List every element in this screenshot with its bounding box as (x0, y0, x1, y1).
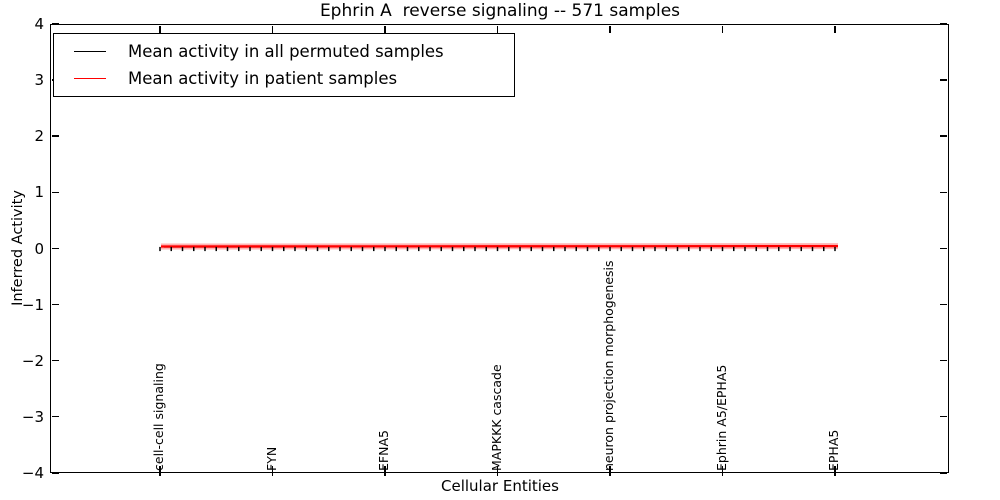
legend-entry-patient: Mean activity in patient samples (54, 65, 397, 91)
y-tick-label: −4 (21, 464, 44, 482)
x-tick-label: EFNA5 (376, 430, 391, 471)
legend-label-permuted: Mean activity in all permuted samples (128, 41, 444, 61)
y-tick-left (52, 23, 59, 25)
legend-line-red-icon (74, 77, 106, 79)
y-tick-label: −2 (21, 351, 44, 370)
x-tick-bottom (609, 466, 611, 476)
x-tick-top (721, 26, 724, 33)
x-tick-top (834, 26, 836, 33)
x-tick-bottom (834, 466, 836, 476)
x-tick-label: EPHA5 (826, 429, 841, 471)
y-tick-left (52, 303, 59, 306)
y-tick-label: −1 (21, 295, 44, 314)
y-tick-right (940, 79, 947, 81)
x-tick-label: neuron projection morphogenesis (601, 260, 616, 471)
x-tick-bottom (384, 466, 386, 476)
x-tick-label: MAPKKK cascade (488, 364, 504, 471)
x-tick-label: cell-cell signaling (151, 363, 166, 471)
x-tick-top (384, 26, 386, 33)
y-tick-left (52, 359, 59, 362)
x-tick-top (609, 26, 611, 33)
plot-area (50, 24, 949, 473)
x-tick-top (271, 26, 274, 33)
legend-entry-permuted: Mean activity in all permuted samples (54, 38, 444, 64)
y-tick-right (940, 23, 947, 25)
y-tick-label: −3 (21, 407, 44, 426)
x-axis-label: Cellular Entities (441, 477, 559, 495)
y-tick-left (52, 247, 59, 250)
y-tick-label: 0 (34, 239, 44, 258)
y-tick-left (52, 135, 59, 137)
legend-line-black-icon (74, 50, 106, 52)
y-tick-label: 2 (34, 127, 44, 146)
x-tick-bottom (721, 466, 724, 476)
x-tick-bottom (496, 466, 499, 476)
y-tick-right (940, 191, 947, 193)
x-tick-top (496, 26, 499, 33)
y-tick-left (52, 416, 59, 418)
x-tick-top (159, 26, 161, 33)
x-tick-label: Ephrin A5/EPHA5 (713, 364, 729, 471)
x-tick-label: FYN (263, 446, 279, 471)
y-tick-right (940, 472, 947, 474)
legend-label-patient: Mean activity in patient samples (128, 68, 398, 88)
y-tick-left (52, 472, 59, 474)
y-tick-right (940, 359, 947, 362)
y-tick-label: 3 (34, 71, 44, 90)
y-tick-left (52, 191, 59, 193)
y-tick-right (940, 303, 947, 306)
x-tick-bottom (271, 466, 274, 476)
chart-title: Ephrin A reverse signaling -- 571 sample… (319, 1, 681, 21)
y-tick-right (940, 135, 947, 137)
y-tick-label: 4 (34, 15, 44, 33)
y-tick-label: 1 (34, 183, 44, 202)
y-tick-right (940, 416, 947, 418)
y-tick-right (940, 247, 947, 250)
x-tick-bottom (159, 466, 161, 476)
legend: Mean activity in all permuted samples Me… (53, 33, 515, 97)
